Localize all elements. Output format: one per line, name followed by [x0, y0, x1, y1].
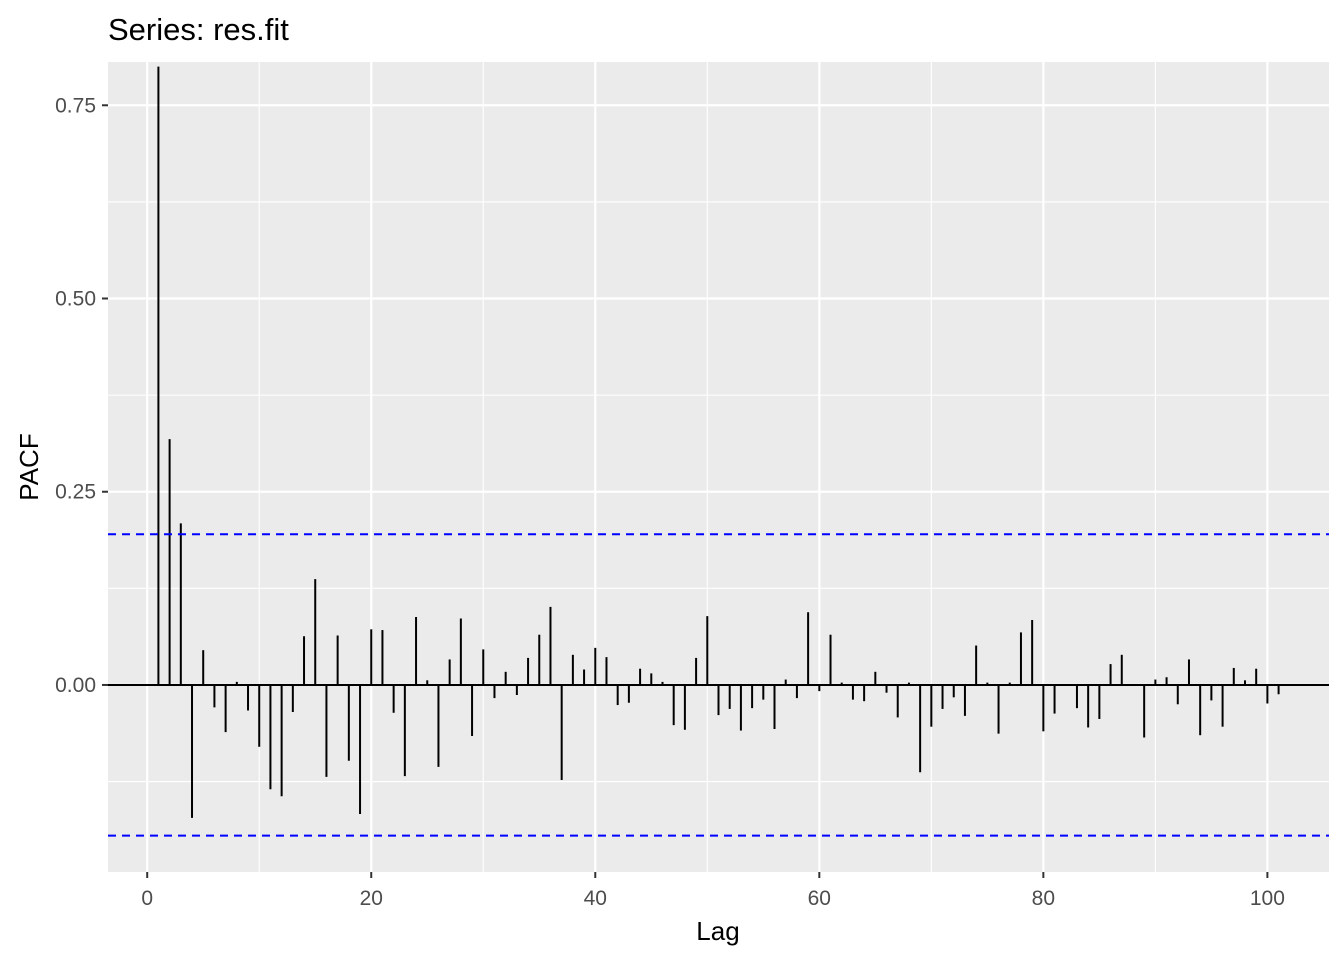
y-tick-label: 0.75 [55, 94, 96, 117]
x-tick-label: 80 [1032, 887, 1055, 910]
x-axis: 0 20 40 60 80 100 [141, 872, 1285, 910]
x-tick-label: 20 [360, 887, 383, 910]
x-tick-label: 100 [1250, 887, 1285, 910]
confidence-lines [108, 533, 1329, 837]
chart-title: Series: res.fit [108, 12, 289, 47]
x-tick-label: 0 [141, 887, 153, 910]
y-tick-label: 0.50 [55, 288, 96, 311]
x-tick-label: 40 [584, 887, 607, 910]
plot-panel [108, 62, 1329, 872]
x-axis-title: Lag [696, 916, 739, 946]
major-grid [108, 62, 1329, 872]
minor-grid [108, 62, 1329, 872]
y-tick-label: 0.00 [55, 674, 96, 697]
y-axis-title: PACF [14, 433, 44, 500]
y-axis: 0.00 0.25 0.50 0.75 [55, 94, 108, 697]
x-tick-label: 60 [808, 887, 831, 910]
pacf-bars [157, 66, 1280, 818]
y-tick-label: 0.25 [55, 481, 96, 504]
